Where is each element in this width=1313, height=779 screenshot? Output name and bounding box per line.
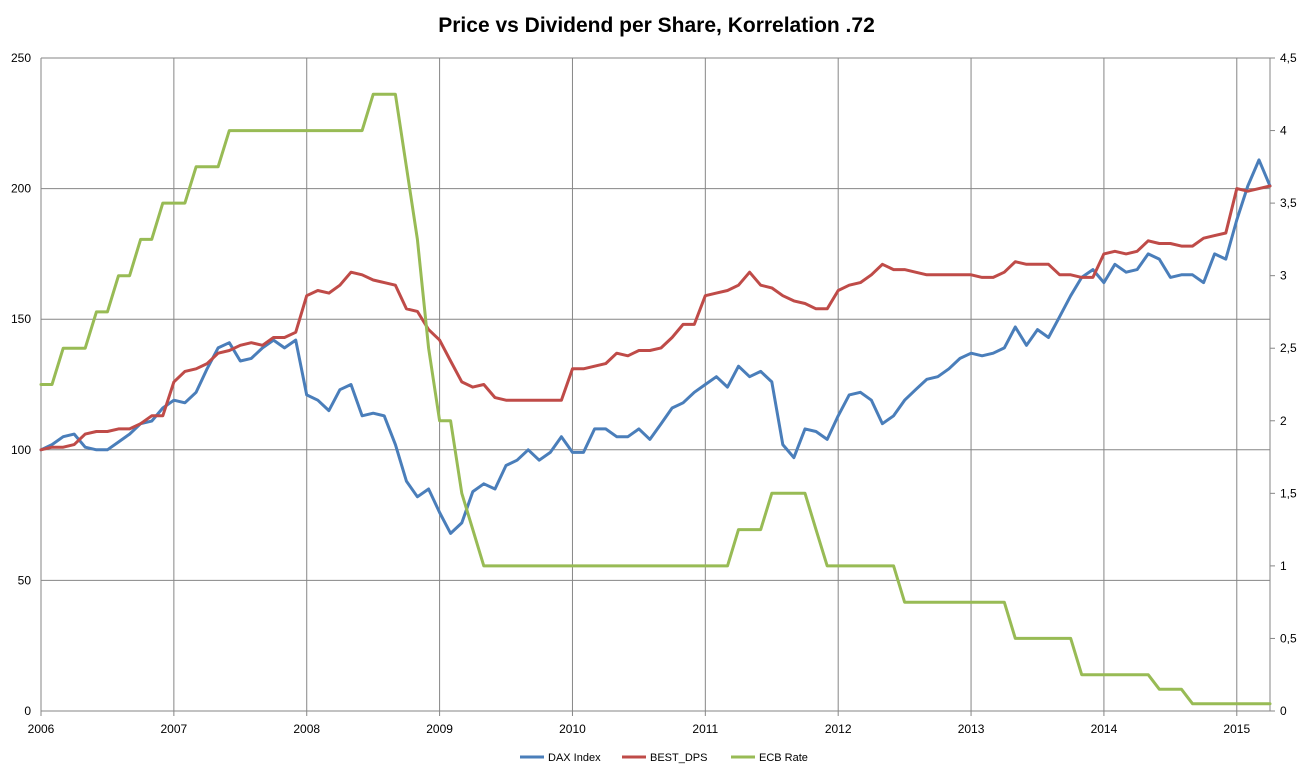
x-tick-label: 2011 xyxy=(692,722,718,736)
legend-label-ecb-rate: ECB Rate xyxy=(759,752,808,764)
chart-title: Price vs Dividend per Share, Korrelation… xyxy=(438,14,875,37)
y-left-tick-label: 0 xyxy=(24,704,31,718)
legend-label-dax-index: DAX Index xyxy=(548,752,601,764)
x-tick-label: 2010 xyxy=(559,722,586,736)
series-line-dax-index xyxy=(39,158,1272,535)
y-left-tick-label: 150 xyxy=(11,312,31,326)
y-left-tick-label: 200 xyxy=(11,182,31,196)
y-left-tick-label: 50 xyxy=(18,573,32,587)
y-right-tick-label: 0,5 xyxy=(1280,631,1297,645)
chart-legend: DAX Index BEST_DPS ECB Rate xyxy=(520,752,808,764)
x-tick-label: 2013 xyxy=(958,722,985,736)
series-line-ecb-rate xyxy=(39,92,1272,706)
y-right-tick-label: 0 xyxy=(1280,704,1287,718)
x-tick-label: 2007 xyxy=(161,722,188,736)
y-right-tick-label: 3,5 xyxy=(1280,196,1297,210)
x-tick-label: 2015 xyxy=(1223,722,1250,736)
y-right-tick-label: 2,5 xyxy=(1280,341,1297,355)
x-tick-label: 2009 xyxy=(426,722,453,736)
y-right-tick-label: 1,5 xyxy=(1280,486,1297,500)
y-right-tick-label: 3 xyxy=(1280,269,1287,283)
y-left-tick-label: 250 xyxy=(11,51,31,65)
y-right-tick-label: 4,5 xyxy=(1280,51,1297,65)
x-tick-label: 2008 xyxy=(293,722,320,736)
x-tick-label: 2006 xyxy=(28,722,55,736)
y-right-tick-label: 2 xyxy=(1280,414,1287,428)
x-tick-label: 2014 xyxy=(1091,722,1118,736)
legend-label-best-dps: BEST_DPS xyxy=(650,752,707,764)
series-line-best-dps xyxy=(39,184,1272,452)
y-right-tick-label: 4 xyxy=(1280,124,1287,138)
y-right-tick-label: 1 xyxy=(1280,559,1287,573)
x-tick-label: 2012 xyxy=(825,722,852,736)
y-left-tick-label: 100 xyxy=(11,443,31,457)
